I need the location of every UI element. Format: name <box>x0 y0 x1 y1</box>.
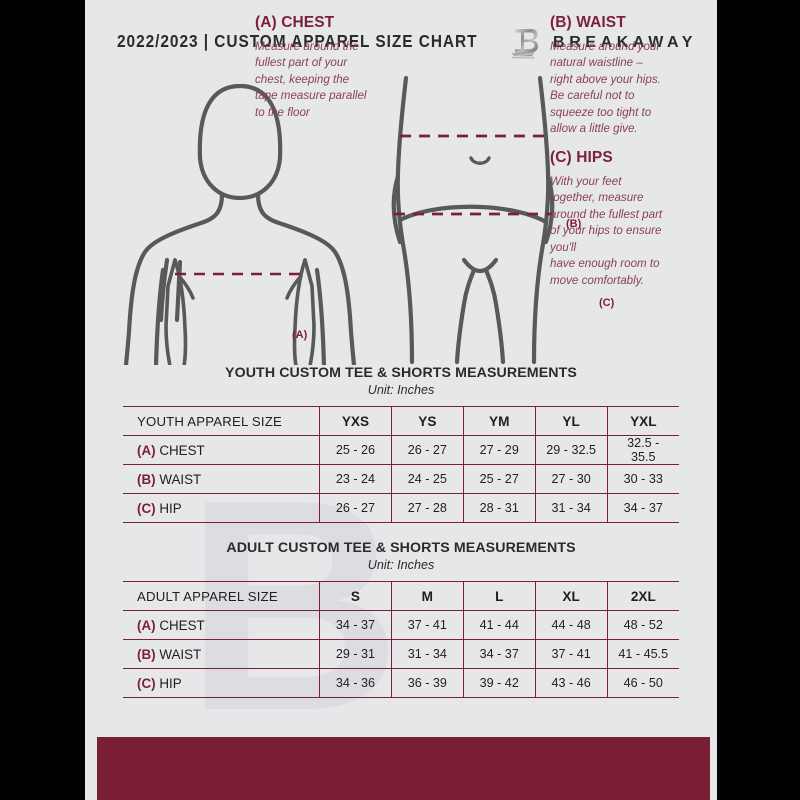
chest-description-title: (A) CHEST <box>255 14 335 31</box>
youth-cell: 25 - 26 <box>319 435 392 465</box>
chest-marker-label: (A) <box>292 329 308 341</box>
waist-description-block: (B) WAIST Measure around your natural wa… <box>550 14 702 138</box>
adult-table-title: ADULT CUSTOM TEE & SHORTS MEASUREMENTS <box>226 540 576 556</box>
adult-cell: 37 - 41 <box>391 610 464 640</box>
row-label-text: WAIST <box>159 471 202 487</box>
footer-bar <box>97 737 710 800</box>
adult-row-label: (C) HIP <box>123 668 320 698</box>
adult-cell: 43 - 46 <box>535 668 608 698</box>
row-label-text: HIP <box>159 675 182 691</box>
row-label-text: CHEST <box>159 442 205 458</box>
row-tag: (B) <box>137 471 156 487</box>
table-header-row: YOUTH APPAREL SIZE YXS YS YM YL YXL <box>123 406 679 436</box>
hips-marker-label: (C) <box>599 297 615 309</box>
human-upper-body-figure-icon <box>123 83 357 365</box>
row-label-text: CHEST <box>159 617 205 633</box>
adult-cell: 29 - 31 <box>319 639 392 669</box>
youth-column-header: YXS <box>319 406 392 436</box>
youth-row-label: (A) CHEST <box>123 435 320 465</box>
row-label-text: WAIST <box>159 646 202 662</box>
adult-cell: 41 - 45.5 <box>607 639 679 669</box>
youth-size-table: YOUTH APPAREL SIZE YXS YS YM YL YXL (A) … <box>123 406 679 523</box>
adult-measurements-section: ADULT CUSTOM TEE & SHORTS MEASUREMENTS U… <box>85 540 717 698</box>
measurement-figures: (A) (B) (C) <box>85 70 717 365</box>
table-row: (A) CHEST 25 - 26 26 - 27 27 - 29 29 - 3… <box>123 435 679 465</box>
adult-table-unit: Unit: Inches <box>367 558 435 572</box>
youth-measurements-section: YOUTH CUSTOM TEE & SHORTS MEASUREMENTS U… <box>85 365 717 523</box>
youth-table-unit: Unit: Inches <box>367 383 435 397</box>
youth-cell: 27 - 29 <box>463 435 536 465</box>
waist-description-body: Measure around your natural waistline – … <box>550 40 661 136</box>
row-tag: (A) <box>137 442 156 458</box>
row-label-text: HIP <box>159 500 182 516</box>
adult-cell: 31 - 34 <box>391 639 464 669</box>
youth-cell: 31 - 34 <box>535 493 608 523</box>
row-tag: (C) <box>137 500 156 516</box>
page-header: 2022/2023 | CUSTOM APPAREL SIZE CHART <box>85 26 717 60</box>
page-title: 2022/2023 | CUSTOM APPAREL SIZE CHART <box>117 31 478 51</box>
adult-column-header: L <box>463 581 536 611</box>
table-row: (A) CHEST 34 - 37 37 - 41 41 - 44 44 - 4… <box>123 610 679 640</box>
adult-cell: 34 - 37 <box>463 639 536 669</box>
youth-column-header: YM <box>463 406 536 436</box>
youth-cell: 26 - 27 <box>391 435 464 465</box>
youth-cell: 30 - 33 <box>607 464 679 494</box>
adult-cell: 34 - 37 <box>319 610 392 640</box>
youth-header-label: YOUTH APPAREL SIZE <box>123 406 320 436</box>
table-row: (B) WAIST 29 - 31 31 - 34 34 - 37 37 - 4… <box>123 639 679 669</box>
adult-column-header: 2XL <box>607 581 679 611</box>
navel-icon <box>469 156 491 165</box>
youth-cell: 27 - 28 <box>391 493 464 523</box>
brand-name: BREAKAWAY <box>553 34 697 51</box>
adult-cell: 37 - 41 <box>535 639 608 669</box>
chest-description-block: (A) CHEST Measure around the fullest par… <box>255 14 405 121</box>
youth-cell: 26 - 27 <box>319 493 392 523</box>
youth-cell: 27 - 30 <box>535 464 608 494</box>
hips-description-block: (C) HIPS With your feet together, measur… <box>550 149 702 289</box>
row-tag: (A) <box>137 617 156 633</box>
youth-cell: 23 - 24 <box>319 464 392 494</box>
adult-cell: 44 - 48 <box>535 610 608 640</box>
adult-row-label: (A) CHEST <box>123 610 320 640</box>
adult-cell: 39 - 42 <box>463 668 536 698</box>
human-lower-body-figure-icon <box>391 75 555 365</box>
waist-description-title: (B) WAIST <box>550 14 626 31</box>
adult-cell: 36 - 39 <box>391 668 464 698</box>
youth-column-header: YS <box>391 406 464 436</box>
adult-size-table: ADULT APPAREL SIZE S M L XL 2XL (A) CHES… <box>123 581 679 698</box>
youth-cell: 24 - 25 <box>391 464 464 494</box>
youth-cell: 29 - 32.5 <box>535 435 608 465</box>
youth-column-header: YL <box>535 406 608 436</box>
adult-column-header: S <box>319 581 392 611</box>
breakaway-b-logo-icon <box>509 26 539 60</box>
youth-row-label: (B) WAIST <box>123 464 320 494</box>
waist-marker-label: (B) <box>566 218 582 230</box>
table-row: (B) WAIST 23 - 24 24 - 25 25 - 27 27 - 3… <box>123 464 679 494</box>
brand-lockup: BREAKAWAY <box>509 26 697 60</box>
youth-column-header: YXL <box>607 406 679 436</box>
row-tag: (B) <box>137 646 156 662</box>
youth-cell: 34 - 37 <box>607 493 679 523</box>
adult-cell: 41 - 44 <box>463 610 536 640</box>
youth-cell: 28 - 31 <box>463 493 536 523</box>
hips-description-body: With your feet together, measure around … <box>550 175 663 287</box>
hips-description-title: (C) HIPS <box>550 149 613 166</box>
size-chart-page: B 2022/2023 | CUSTOM APPAREL SIZE CHART <box>85 0 717 800</box>
adult-header-label: ADULT APPAREL SIZE <box>123 581 320 611</box>
table-header-row: ADULT APPAREL SIZE S M L XL 2XL <box>123 581 679 611</box>
table-row: (C) HIP 34 - 36 36 - 39 39 - 42 43 - 46 … <box>123 668 679 698</box>
chest-description-body: Measure around the fullest part of your … <box>255 40 367 119</box>
adult-cell: 46 - 50 <box>607 668 679 698</box>
row-tag: (C) <box>137 675 156 691</box>
adult-column-header: M <box>391 581 464 611</box>
adult-cell: 48 - 52 <box>607 610 679 640</box>
adult-column-header: XL <box>535 581 608 611</box>
table-row: (C) HIP 26 - 27 27 - 28 28 - 31 31 - 34 … <box>123 493 679 523</box>
youth-row-label: (C) HIP <box>123 493 320 523</box>
adult-row-label: (B) WAIST <box>123 639 320 669</box>
adult-cell: 34 - 36 <box>319 668 392 698</box>
youth-table-title: YOUTH CUSTOM TEE & SHORTS MEASUREMENTS <box>225 365 577 381</box>
youth-cell: 32.5 - 35.5 <box>607 435 679 465</box>
youth-cell: 25 - 27 <box>463 464 536 494</box>
